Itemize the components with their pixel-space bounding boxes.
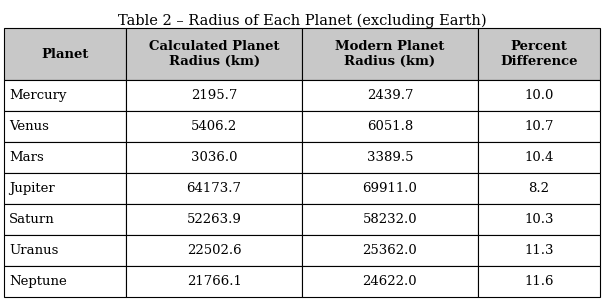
Text: Uranus: Uranus (9, 244, 59, 257)
Bar (4, 235, 126, 266)
Bar (478, 28, 600, 80)
Bar (478, 204, 600, 235)
Bar (4, 28, 126, 80)
Bar (478, 142, 600, 173)
Bar (126, 235, 302, 266)
Text: Saturn: Saturn (9, 213, 55, 226)
Text: 6051.8: 6051.8 (367, 120, 413, 133)
Bar (302, 111, 478, 142)
Text: 21766.1: 21766.1 (187, 275, 242, 288)
Text: Planet: Planet (42, 48, 89, 61)
Text: 22502.6: 22502.6 (187, 244, 242, 257)
Bar (4, 266, 126, 297)
Text: 11.3: 11.3 (524, 244, 554, 257)
Text: 69911.0: 69911.0 (362, 182, 417, 195)
Bar (126, 173, 302, 204)
Bar (302, 28, 478, 80)
Bar (478, 111, 600, 142)
Text: Modern Planet
Radius (km): Modern Planet Radius (km) (335, 40, 445, 68)
Text: Mercury: Mercury (9, 89, 66, 102)
Text: 2195.7: 2195.7 (191, 89, 237, 102)
Text: 3036.0: 3036.0 (191, 151, 237, 164)
Bar (478, 235, 600, 266)
Text: 2439.7: 2439.7 (367, 89, 413, 102)
Bar (302, 173, 478, 204)
Text: Calculated Planet
Radius (km): Calculated Planet Radius (km) (149, 40, 279, 68)
Bar (302, 235, 478, 266)
Text: 10.7: 10.7 (524, 120, 554, 133)
Bar (126, 266, 302, 297)
Text: 3389.5: 3389.5 (367, 151, 413, 164)
Text: 10.3: 10.3 (524, 213, 554, 226)
Bar (302, 80, 478, 111)
Bar (126, 28, 302, 80)
Bar (126, 204, 302, 235)
Bar (4, 204, 126, 235)
Bar (4, 173, 126, 204)
Bar (4, 80, 126, 111)
Bar (4, 111, 126, 142)
Text: 10.4: 10.4 (524, 151, 554, 164)
Text: 10.0: 10.0 (524, 89, 554, 102)
Bar (302, 142, 478, 173)
Bar (4, 142, 126, 173)
Text: 11.6: 11.6 (524, 275, 554, 288)
Text: 58232.0: 58232.0 (362, 213, 417, 226)
Bar (126, 142, 302, 173)
Text: 64173.7: 64173.7 (187, 182, 242, 195)
Text: Jupiter: Jupiter (9, 182, 55, 195)
Text: 8.2: 8.2 (528, 182, 550, 195)
Text: Venus: Venus (9, 120, 49, 133)
Bar (478, 80, 600, 111)
Bar (126, 111, 302, 142)
Bar (478, 173, 600, 204)
Text: Table 2 – Radius of Each Planet (excluding Earth): Table 2 – Radius of Each Planet (excludi… (118, 14, 486, 28)
Text: Percent
Difference: Percent Difference (500, 40, 577, 68)
Text: 5406.2: 5406.2 (191, 120, 237, 133)
Bar (302, 266, 478, 297)
Bar (302, 204, 478, 235)
Text: Neptune: Neptune (9, 275, 67, 288)
Bar (478, 266, 600, 297)
Text: 52263.9: 52263.9 (187, 213, 242, 226)
Text: 24622.0: 24622.0 (362, 275, 417, 288)
Text: Mars: Mars (9, 151, 43, 164)
Text: 25362.0: 25362.0 (362, 244, 417, 257)
Bar (126, 80, 302, 111)
